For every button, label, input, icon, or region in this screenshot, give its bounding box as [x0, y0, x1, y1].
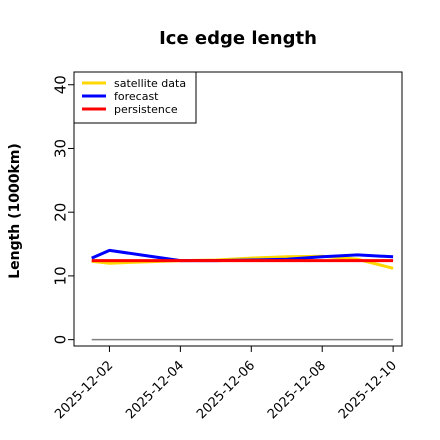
y-axis-label: Length (1000km) — [7, 143, 23, 279]
x-tick-label: 2025-12-06 — [194, 358, 258, 422]
x-tick-label: 2025-12-08 — [265, 358, 329, 422]
y-tick-label: 20 — [51, 203, 69, 222]
series-line-satellite-data — [91, 254, 394, 270]
legend-label: satellite data — [114, 77, 186, 90]
y-tick-label: 10 — [51, 266, 69, 285]
x-tick-label: 2025-12-04 — [123, 358, 187, 422]
x-tick-label: 2025-12-02 — [52, 358, 116, 422]
chart-title: Ice edge length — [159, 28, 317, 49]
y-tick-label: 40 — [51, 75, 69, 94]
y-tick-label: 30 — [51, 139, 69, 158]
x-tick-label: 2025-12-10 — [336, 358, 400, 422]
plot-frame — [73, 71, 403, 347]
legend-label: persistence — [114, 103, 178, 116]
legend-label: forecast — [114, 90, 159, 103]
y-tick-label: 0 — [51, 335, 69, 345]
